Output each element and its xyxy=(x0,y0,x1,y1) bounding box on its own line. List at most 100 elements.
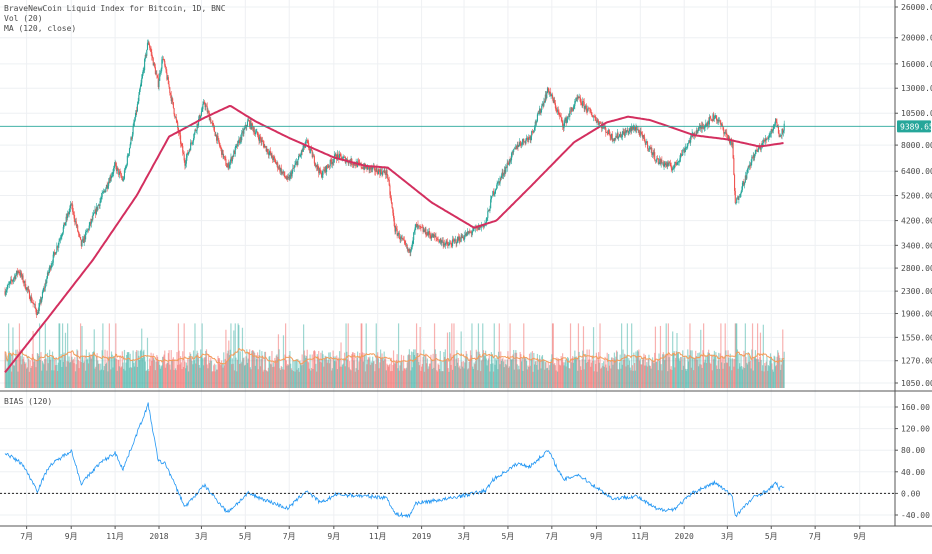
candle-body[interactable] xyxy=(306,140,308,142)
candle-body[interactable] xyxy=(257,135,259,138)
candle-body[interactable] xyxy=(39,302,41,307)
candle-body[interactable] xyxy=(452,239,454,241)
candle-body[interactable] xyxy=(665,163,667,166)
candle-body[interactable] xyxy=(402,238,404,240)
candle-body[interactable] xyxy=(486,217,488,219)
candle-body[interactable] xyxy=(503,174,505,176)
candle-body[interactable] xyxy=(165,67,167,73)
candle-body[interactable] xyxy=(560,116,562,118)
candle-body[interactable] xyxy=(669,162,672,167)
candle-body[interactable] xyxy=(645,142,647,145)
candle-body[interactable] xyxy=(716,115,718,121)
candle-body[interactable] xyxy=(701,125,703,129)
candle-body[interactable] xyxy=(292,168,294,172)
candle-body[interactable] xyxy=(637,129,639,131)
candle-body[interactable] xyxy=(136,110,138,112)
candle-body[interactable] xyxy=(21,275,23,277)
candle-body[interactable] xyxy=(768,136,770,138)
candle-body[interactable] xyxy=(548,89,550,94)
candle-body[interactable] xyxy=(468,231,470,234)
candle-body[interactable] xyxy=(328,166,331,167)
candle-body[interactable] xyxy=(567,116,569,118)
candle-body[interactable] xyxy=(415,223,417,228)
candle-body[interactable] xyxy=(690,136,692,143)
candle-body[interactable] xyxy=(167,77,169,80)
candle-body[interactable] xyxy=(267,152,269,155)
candle-body[interactable] xyxy=(72,211,74,213)
candle-body[interactable] xyxy=(172,98,174,103)
candle-body[interactable] xyxy=(687,143,689,147)
candle-body[interactable] xyxy=(439,241,441,243)
candle-body[interactable] xyxy=(611,133,613,141)
candle-body[interactable] xyxy=(498,181,500,184)
candle-body[interactable] xyxy=(208,112,210,121)
candle-body[interactable] xyxy=(13,278,15,281)
candle-body[interactable] xyxy=(650,148,652,150)
candle-body[interactable] xyxy=(775,118,777,123)
candle-body[interactable] xyxy=(717,119,719,122)
candle-body[interactable] xyxy=(177,122,179,129)
candle-body[interactable] xyxy=(154,67,156,75)
candle-body[interactable] xyxy=(126,164,128,166)
candle-body[interactable] xyxy=(640,131,642,133)
candle-body[interactable] xyxy=(113,167,115,173)
candle-body[interactable] xyxy=(595,117,597,121)
candle-body[interactable] xyxy=(189,150,191,151)
candle-body[interactable] xyxy=(254,130,256,135)
candle-body[interactable] xyxy=(339,153,341,155)
candle-body[interactable] xyxy=(501,172,503,176)
candle-body[interactable] xyxy=(515,145,517,149)
candle-body[interactable] xyxy=(551,94,554,99)
candle-body[interactable] xyxy=(471,232,473,234)
candle-body[interactable] xyxy=(677,161,679,163)
candle-body[interactable] xyxy=(556,108,558,112)
candle-body[interactable] xyxy=(295,161,297,163)
candle-body[interactable] xyxy=(278,166,280,169)
candle-body[interactable] xyxy=(526,137,528,140)
candle-body[interactable] xyxy=(677,161,679,163)
candle-body[interactable] xyxy=(367,166,369,170)
candle-body[interactable] xyxy=(194,129,196,134)
candle-body[interactable] xyxy=(489,208,491,211)
candle-body[interactable] xyxy=(345,160,347,163)
candle-body[interactable] xyxy=(330,159,332,162)
candle-body[interactable] xyxy=(686,146,688,148)
candle-body[interactable] xyxy=(240,137,242,141)
candle-body[interactable] xyxy=(598,121,600,125)
candle-body[interactable] xyxy=(513,149,515,152)
candle-body[interactable] xyxy=(86,230,88,232)
candle-body[interactable] xyxy=(203,101,205,105)
candle-body[interactable] xyxy=(453,240,455,241)
candle-body[interactable] xyxy=(634,129,636,131)
candle-body[interactable] xyxy=(273,156,275,159)
candle-body[interactable] xyxy=(588,107,590,109)
candle-body[interactable] xyxy=(549,91,551,94)
candle-body[interactable] xyxy=(226,167,228,168)
candle-body[interactable] xyxy=(13,276,15,279)
candle-body[interactable] xyxy=(707,120,709,124)
candle-body[interactable] xyxy=(264,145,267,147)
candle-body[interactable] xyxy=(144,59,146,71)
candle-body[interactable] xyxy=(425,228,427,236)
candle-body[interactable] xyxy=(408,248,410,252)
candle-body[interactable] xyxy=(253,130,255,132)
candle-body[interactable] xyxy=(646,141,648,143)
candle-body[interactable] xyxy=(682,149,684,155)
candle-body[interactable] xyxy=(506,162,508,168)
candle-body[interactable] xyxy=(567,116,569,119)
candle-body[interactable] xyxy=(107,185,109,188)
candle-body[interactable] xyxy=(15,274,17,279)
candle-body[interactable] xyxy=(27,289,29,290)
candle-body[interactable] xyxy=(192,138,195,142)
candle-body[interactable] xyxy=(745,175,747,179)
candle-body[interactable] xyxy=(190,142,192,144)
candle-body[interactable] xyxy=(365,166,367,168)
candle-body[interactable] xyxy=(764,140,766,142)
candle-body[interactable] xyxy=(331,161,333,165)
candle-body[interactable] xyxy=(198,115,200,120)
candle-body[interactable] xyxy=(123,178,125,180)
candle-body[interactable] xyxy=(84,236,86,240)
candle-body[interactable] xyxy=(336,153,338,160)
candle-body[interactable] xyxy=(673,165,675,169)
candle-body[interactable] xyxy=(394,226,396,232)
